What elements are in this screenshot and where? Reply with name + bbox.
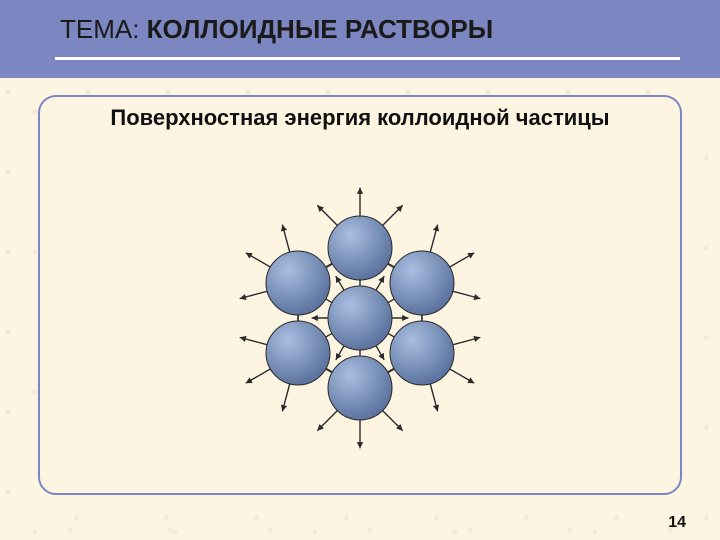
slide-page: ТЕМА: КОЛЛОИДНЫЕ РАСТВОРЫ Поверхностная … — [0, 0, 720, 540]
title-prefix: ТЕМА: — [60, 14, 147, 44]
content-frame: Поверхностная энергия коллоидной частицы — [38, 95, 682, 495]
sphere-sw — [266, 321, 330, 385]
particle-diagram — [160, 148, 560, 488]
sphere-n — [328, 216, 392, 280]
subtitle-text: Поверхностная энергия коллоидной частицы — [40, 105, 680, 131]
page-number: 14 — [668, 514, 686, 532]
header-band: ТЕМА: КОЛЛОИДНЫЕ РАСТВОРЫ — [0, 0, 720, 78]
sphere-nw — [266, 251, 330, 315]
sphere-s — [328, 356, 392, 420]
sphere-ne — [390, 251, 454, 315]
header-title: ТЕМА: КОЛЛОИДНЫЕ РАСТВОРЫ — [60, 14, 660, 45]
sphere-se — [390, 321, 454, 385]
sphere-c — [328, 286, 392, 350]
header-underline — [55, 57, 680, 60]
spheres-group — [266, 216, 454, 420]
diagram-container — [40, 152, 680, 483]
title-main: КОЛЛОИДНЫЕ РАСТВОРЫ — [147, 14, 494, 44]
